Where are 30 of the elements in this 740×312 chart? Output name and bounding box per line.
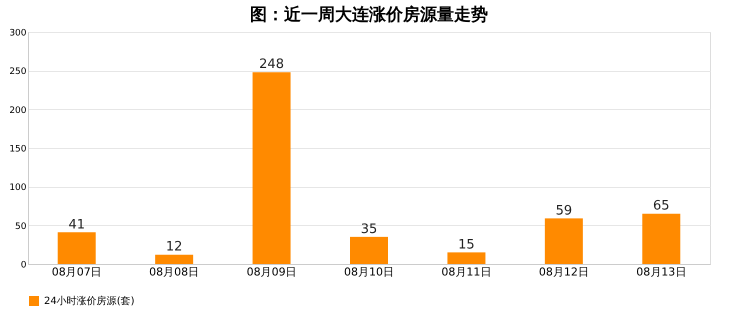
y-tick-label: 250 xyxy=(9,67,27,78)
x-tick-label: 08月07日 xyxy=(52,266,102,278)
x-tick-label: 08月08日 xyxy=(149,266,200,278)
bar xyxy=(155,254,194,264)
y-tick-label: 200 xyxy=(9,106,27,116)
y-tick-label: 50 xyxy=(15,222,27,232)
data-label: 65 xyxy=(653,198,670,214)
x-tick-label: 08月13日 xyxy=(636,266,686,278)
data-label: 248 xyxy=(259,57,284,72)
y-tick-label: 100 xyxy=(9,183,27,194)
data-label: 12 xyxy=(166,240,182,255)
bar xyxy=(58,232,96,264)
y-tick-label: 150 xyxy=(9,144,27,154)
x-tick-label: 08月11日 xyxy=(441,266,492,278)
data-label: 15 xyxy=(458,237,475,252)
data-label: 35 xyxy=(360,222,378,237)
data-label: 59 xyxy=(556,203,572,218)
x-tick-label: 08月10日 xyxy=(344,266,394,278)
bar xyxy=(447,252,486,264)
chart-title: 图：近一周大连涨价房源量走势 xyxy=(250,5,488,25)
bar xyxy=(350,236,388,264)
bar xyxy=(642,214,680,264)
data-label: 41 xyxy=(68,217,85,232)
y-tick-label: 300 xyxy=(9,28,27,38)
legend-label: 24小时涨价房源(套) xyxy=(44,295,135,307)
bar xyxy=(252,72,291,264)
x-tick-label: 08月09日 xyxy=(246,266,297,278)
y-tick-label: 0 xyxy=(20,260,27,270)
bar xyxy=(544,218,583,264)
x-tick-label: 08月12日 xyxy=(538,266,589,278)
